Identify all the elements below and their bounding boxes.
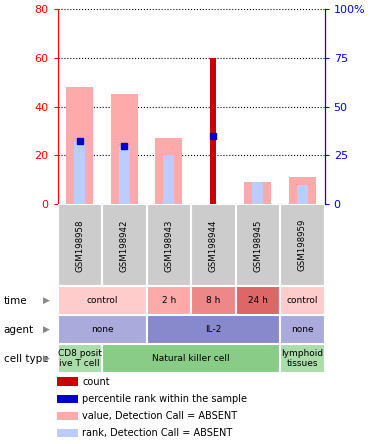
Bar (289, 177, 316, 204)
Bar (58, 344, 102, 373)
Text: lymphoid
tissues: lymphoid tissues (281, 349, 324, 368)
Text: ▶: ▶ (43, 296, 50, 305)
Bar (147, 286, 191, 315)
Text: value, Detection Call = ABSENT: value, Detection Call = ABSENT (82, 411, 237, 421)
Bar (74, 141, 85, 204)
Bar (191, 286, 236, 315)
Bar (236, 204, 280, 286)
Bar (56, 412, 78, 420)
Bar (111, 94, 138, 204)
Text: none: none (291, 325, 313, 334)
Text: CD8 posit
ive T cell: CD8 posit ive T cell (58, 349, 102, 368)
Text: GSM198943: GSM198943 (164, 219, 173, 272)
Bar (56, 429, 78, 437)
Bar (244, 182, 271, 204)
Text: Natural killer cell: Natural killer cell (152, 354, 230, 363)
Text: GSM198945: GSM198945 (253, 219, 262, 272)
Text: IL-2: IL-2 (205, 325, 221, 334)
Text: ▶: ▶ (43, 325, 50, 334)
Bar (58, 204, 102, 286)
Text: percentile rank within the sample: percentile rank within the sample (82, 394, 247, 404)
Bar (280, 344, 325, 373)
Bar (147, 315, 280, 344)
Text: cell type: cell type (4, 353, 48, 364)
Bar (280, 315, 325, 344)
Text: GSM198958: GSM198958 (75, 219, 84, 272)
Bar (102, 344, 280, 373)
Bar (155, 139, 182, 204)
Bar (210, 58, 216, 204)
Text: control: control (86, 296, 118, 305)
Text: ▶: ▶ (43, 354, 50, 363)
Bar (191, 204, 236, 286)
Bar (147, 204, 191, 286)
Bar (297, 185, 308, 204)
Text: agent: agent (4, 325, 34, 335)
Bar (163, 155, 174, 204)
Bar (56, 395, 78, 403)
Text: 8 h: 8 h (206, 296, 220, 305)
Text: rank, Detection Call = ABSENT: rank, Detection Call = ABSENT (82, 428, 232, 438)
Bar (280, 286, 325, 315)
Text: GSM198942: GSM198942 (120, 219, 129, 272)
Text: GSM198944: GSM198944 (209, 219, 218, 272)
Text: control: control (287, 296, 318, 305)
Bar (252, 182, 263, 204)
Bar (102, 204, 147, 286)
Bar (56, 377, 78, 386)
Text: 2 h: 2 h (162, 296, 176, 305)
Text: count: count (82, 377, 110, 387)
Bar (280, 204, 325, 286)
Text: none: none (91, 325, 113, 334)
Bar (119, 146, 130, 204)
Bar (66, 87, 93, 204)
Text: GSM198959: GSM198959 (298, 219, 307, 271)
Bar (58, 286, 147, 315)
Bar (58, 315, 147, 344)
Text: time: time (4, 296, 27, 306)
Bar (236, 286, 280, 315)
Text: 24 h: 24 h (248, 296, 268, 305)
